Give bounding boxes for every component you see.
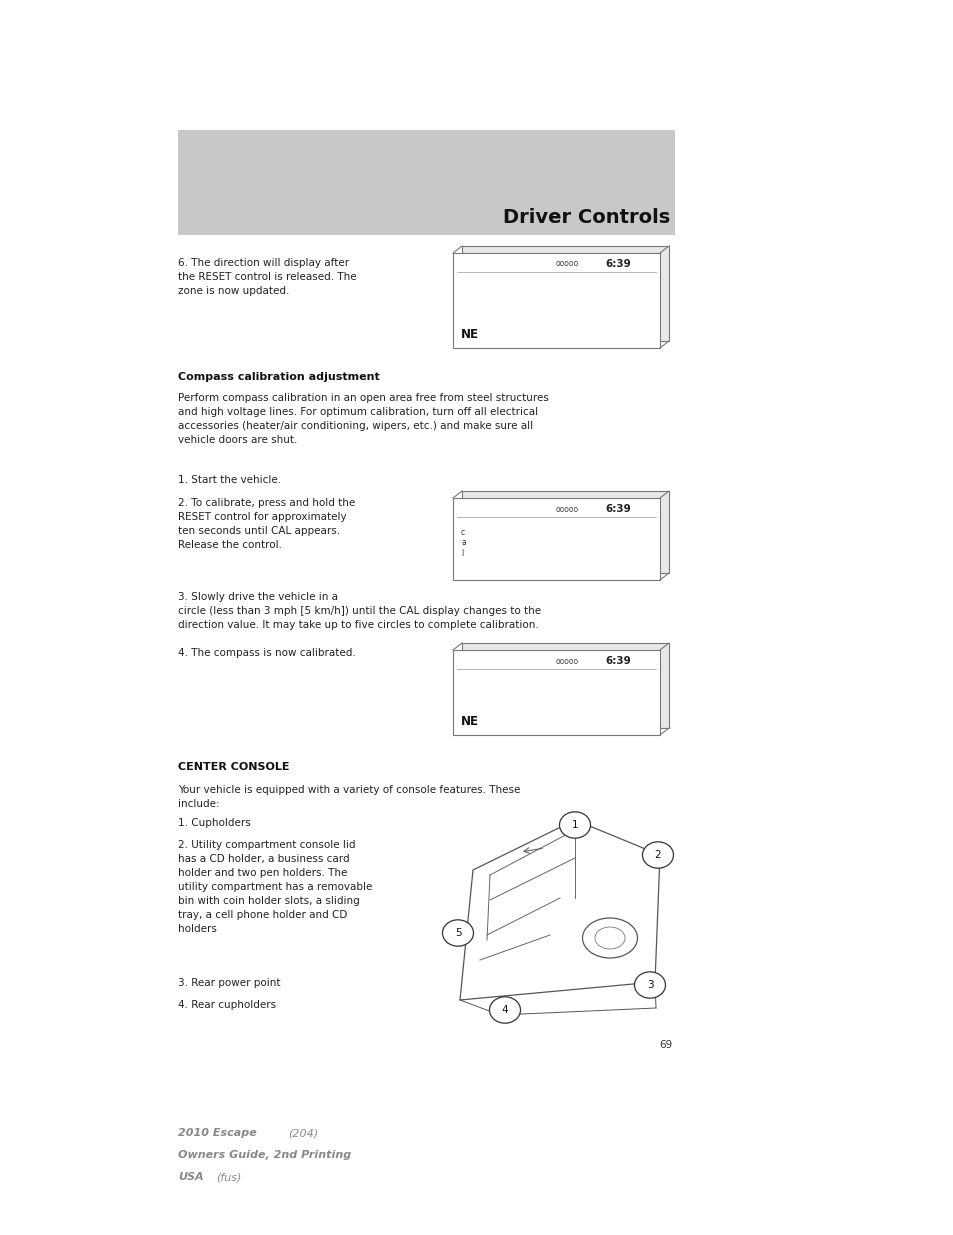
Bar — [178, 130, 675, 235]
Text: NE: NE — [460, 329, 478, 341]
Text: Compass calibration adjustment: Compass calibration adjustment — [178, 372, 379, 382]
Polygon shape — [461, 246, 668, 341]
Text: 2. To calibrate, press and hold the
RESET control for approximately
ten seconds : 2. To calibrate, press and hold the RESE… — [178, 498, 355, 550]
Text: 2. Utility compartment console lid
has a CD holder, a business card
holder and t: 2. Utility compartment console lid has a… — [178, 840, 372, 934]
Text: (fus): (fus) — [215, 1172, 241, 1182]
Text: 4: 4 — [501, 1005, 508, 1015]
Text: 2010 Escape: 2010 Escape — [178, 1128, 256, 1137]
Bar — [453, 253, 659, 348]
Text: 4. The compass is now calibrated.: 4. The compass is now calibrated. — [178, 648, 355, 658]
Ellipse shape — [442, 920, 473, 946]
Text: (204): (204) — [288, 1128, 317, 1137]
Text: 1. Start the vehicle.: 1. Start the vehicle. — [178, 475, 281, 485]
Ellipse shape — [489, 997, 520, 1023]
Text: ooooo: ooooo — [555, 657, 578, 666]
Text: c
a
l: c a l — [460, 529, 465, 558]
Text: 4. Rear cupholders: 4. Rear cupholders — [178, 1000, 275, 1010]
Text: 69: 69 — [659, 1040, 671, 1050]
Text: 6:39: 6:39 — [605, 656, 631, 666]
Text: NE: NE — [460, 715, 478, 727]
Bar — [453, 498, 659, 580]
Text: 6. The direction will display after
the RESET control is released. The
zone is n: 6. The direction will display after the … — [178, 258, 356, 296]
Text: ooooo: ooooo — [555, 505, 578, 514]
Text: Your vehicle is equipped with a variety of console features. These
include:: Your vehicle is equipped with a variety … — [178, 785, 519, 809]
Bar — [453, 650, 659, 735]
Polygon shape — [461, 492, 668, 573]
Text: 1: 1 — [571, 820, 578, 830]
Polygon shape — [461, 643, 668, 727]
Text: 3. Rear power point: 3. Rear power point — [178, 978, 280, 988]
Text: 5: 5 — [455, 927, 461, 939]
Text: 3. Slowly drive the vehicle in a
circle (less than 3 mph [5 km/h]) until the CAL: 3. Slowly drive the vehicle in a circle … — [178, 592, 540, 630]
Text: CENTER CONSOLE: CENTER CONSOLE — [178, 762, 289, 772]
Text: Driver Controls: Driver Controls — [502, 207, 669, 227]
Text: 2: 2 — [654, 850, 660, 860]
Ellipse shape — [558, 811, 590, 839]
Text: 6:39: 6:39 — [605, 504, 631, 514]
Text: 1. Cupholders: 1. Cupholders — [178, 818, 251, 827]
Ellipse shape — [634, 972, 665, 998]
Text: 3: 3 — [646, 981, 653, 990]
Text: Owners Guide, 2nd Printing: Owners Guide, 2nd Printing — [178, 1150, 351, 1160]
Text: 6:39: 6:39 — [605, 259, 631, 269]
Text: Perform compass calibration in an open area free from steel structures
and high : Perform compass calibration in an open a… — [178, 393, 548, 445]
Text: USA: USA — [178, 1172, 203, 1182]
Text: ooooo: ooooo — [555, 259, 578, 268]
Ellipse shape — [641, 842, 673, 868]
